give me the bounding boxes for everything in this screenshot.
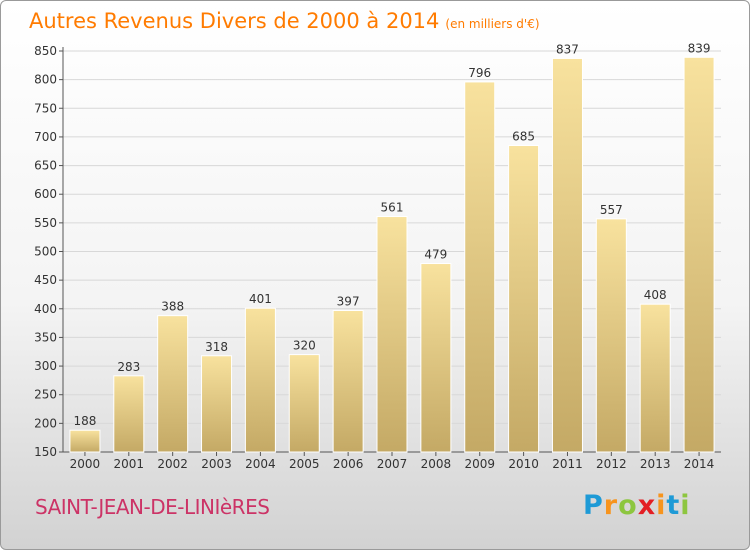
chart-title: Autres Revenus Divers de 2000 à 2014 (en … [29,9,540,33]
bar-2003 [201,355,233,453]
bar-2012 [595,218,627,453]
y-tick-label-600: 600 [34,187,57,201]
x-tick-label-2010: 2010 [508,457,539,471]
y-tick-label-550: 550 [34,216,57,230]
x-tick-label-2014: 2014 [684,457,715,471]
y-tick-label-500: 500 [34,245,57,259]
data-label-2000: 188 [73,414,96,428]
x-tick-label-2011: 2011 [552,457,583,471]
data-label-2009: 796 [468,66,491,80]
bar-2000 [69,429,101,453]
bar-2014 [683,56,715,453]
bar-2013 [639,303,671,453]
data-label-2004: 401 [249,292,272,306]
data-label-2012: 557 [600,203,623,217]
logo-letter: i [656,490,667,521]
y-tick-label-850: 850 [34,44,57,58]
bar-2008 [420,263,452,453]
data-label-2003: 318 [205,340,228,354]
logo-letter: x [637,490,657,521]
x-tick-label-2004: 2004 [245,457,276,471]
data-label-2013: 408 [644,288,667,302]
proxiti-logo: Proxiti [583,490,691,521]
x-tick-label-2005: 2005 [289,457,320,471]
y-tick-label-650: 650 [34,159,57,173]
y-tick-label-800: 800 [34,73,57,87]
data-label-2007: 561 [381,201,404,215]
data-label-2006: 397 [337,295,360,309]
bar-2002 [157,315,189,453]
x-tick-label-2002: 2002 [157,457,188,471]
y-tick-label-450: 450 [34,273,57,287]
x-tick-label-2001: 2001 [114,457,145,471]
y-tick-label-300: 300 [34,359,57,373]
data-label-2011: 837 [556,42,579,56]
y-tick-label-400: 400 [34,302,57,316]
x-tick-label-2000: 2000 [70,457,101,471]
y-tick-label-150: 150 [34,445,57,459]
bar-2005 [288,354,320,453]
x-tick-label-2003: 2003 [201,457,232,471]
x-tick-label-2012: 2012 [596,457,627,471]
data-label-2010: 685 [512,130,535,144]
commune-name: SAINT-JEAN-DE-LINIèRES [35,495,270,519]
x-tick-label-2007: 2007 [377,457,408,471]
bar-2007 [376,216,408,453]
y-tick-label-700: 700 [34,130,57,144]
data-label-2008: 479 [424,248,447,262]
x-tick-label-2013: 2013 [640,457,671,471]
bar-2001 [113,375,145,453]
y-tick-label-200: 200 [34,416,57,430]
logo-letter: r [603,490,619,521]
bar-2011 [551,57,583,453]
data-label-2005: 320 [293,339,316,353]
chart-unit: (en milliers d'€) [445,17,540,31]
chart-title-text: Autres Revenus Divers de 2000 à 2014 [29,9,440,33]
y-tick-label-750: 750 [34,101,57,115]
logo-letter: t [666,490,681,521]
data-label-2014: 839 [688,41,711,55]
data-label-2001: 283 [117,360,140,374]
y-tick-label-350: 350 [34,330,57,344]
logo-letter: P [583,490,604,521]
x-tick-label-2009: 2009 [464,457,495,471]
logo-letter: i [680,490,691,521]
bar-2006 [332,310,364,453]
y-tick-label-250: 250 [34,388,57,402]
logo-letter: o [618,490,638,521]
bar-2010 [508,145,540,453]
bar-2004 [244,307,276,453]
x-tick-label-2008: 2008 [421,457,452,471]
x-tick-label-2006: 2006 [333,457,364,471]
data-label-2002: 388 [161,300,184,314]
bar-2009 [464,81,496,453]
